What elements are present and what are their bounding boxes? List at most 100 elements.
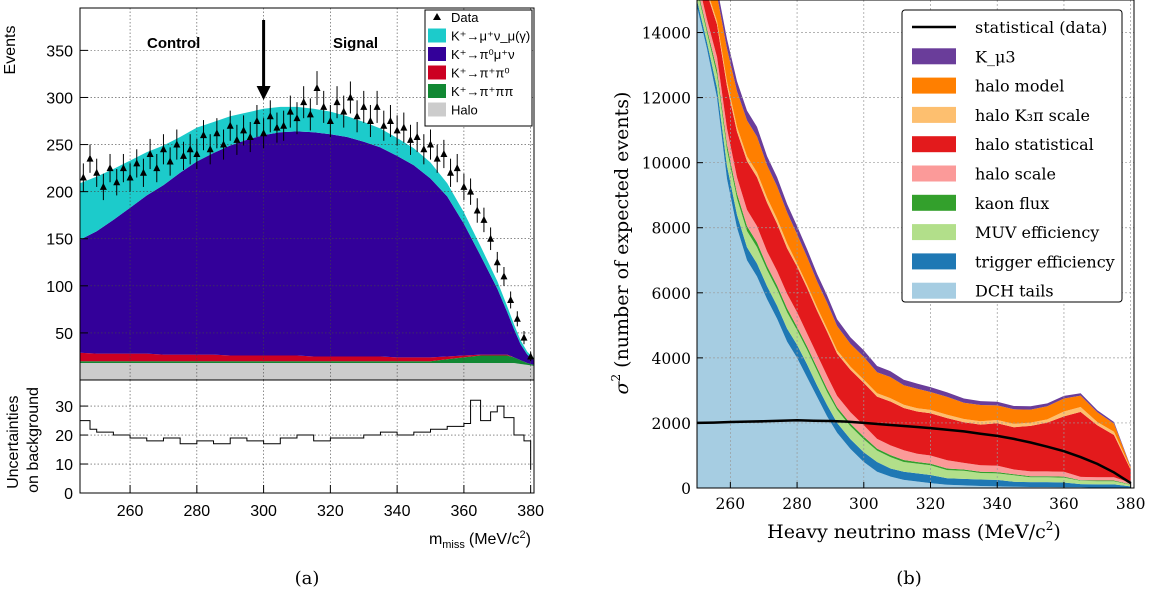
b-legend-label: halo model [975,77,1064,96]
a-data-point [493,258,501,266]
a-data-point [79,173,87,181]
b-legend-swatch [912,136,956,153]
b-ytick-label: 8000 [652,220,691,238]
a-data-point [366,117,374,125]
a-data-point [487,234,495,242]
b-y-label: σ2(number of expected events) [609,92,633,395]
a-data-point [86,154,94,162]
a-data-point [320,102,328,110]
a-data-point [213,129,221,137]
b-legend-label: K_μ3 [975,47,1016,66]
b-legend-label: halo statistical [975,135,1094,154]
a-ytick-label: 300 [46,90,73,107]
b-xtick-label: 380 [1116,495,1146,513]
b-legend-label: statistical (data) [975,18,1107,37]
a-data-point [460,182,468,190]
a-stack-k- [80,131,534,365]
a-legend-swatch [428,65,446,80]
a-control-label: Control [147,35,200,52]
b-xtick-label: 340 [982,495,1012,513]
a-data-point [200,131,208,139]
b-y-axis: 0 2000 4000 6000 8000 10000 12000 14000 [642,25,703,498]
a-bottom-grid [80,380,534,494]
a-data-point [159,145,167,153]
a-data-point [193,149,201,157]
a-legend-label: Data [451,10,479,25]
a-data-point [93,168,101,176]
a-data-point [220,140,228,148]
b-ytick-label: 14000 [642,25,691,43]
b-legend-swatch [912,106,956,123]
a-ytick-label: 100 [46,279,73,296]
a-legend-swatch [428,47,446,61]
a-top-y-axis: 50 100 150 200 250 300 350 [46,43,88,343]
a-data-point [266,112,274,120]
a-data-point [340,107,348,115]
a-data-point [300,98,308,106]
a-stack-k- [80,352,534,365]
a-ytick-label: 150 [46,232,73,249]
a-data-point [153,164,161,172]
b-legend-swatch [912,77,956,94]
a-data-point [447,168,455,176]
b-xtick-label: 280 [782,495,812,513]
a-legend-label: K⁺→μ⁺ν_μ(γ) [451,29,530,44]
a-bottom-frame [79,379,535,494]
b-xtick-label: 320 [916,495,946,513]
a-data-point [453,164,461,172]
a-data-point [413,133,421,141]
a-data-point [527,352,535,360]
a-legend-label: K⁺→π⁺ππ [451,84,513,99]
b-ytick-label: 10000 [642,155,691,173]
a-data-point [480,215,488,223]
a-data-point [520,333,528,341]
a-legend-swatch [428,84,446,98]
b-ytick-label: 0 [681,480,691,498]
a-data-point [233,135,241,143]
a-stacked-histogram [80,106,534,380]
a-ytick-label: 50 [55,326,73,343]
a-data-point [467,187,475,195]
a-data-point [273,123,281,131]
a-data-point [433,154,441,162]
a-data-point [246,133,254,141]
a-bottom-ytick-label: 0 [64,486,73,503]
a-data-point [326,117,334,125]
a-data-point [293,114,301,122]
a-data-point [333,98,341,106]
a-data-point [353,112,361,120]
a-bottom-ytick-label: 10 [55,457,73,474]
a-xtick-label: 340 [384,503,411,520]
b-ytick-label: 6000 [652,285,691,303]
a-data-point [253,117,261,125]
a-data-point [133,159,141,167]
a-bottom-y-axis: 0 10 20 30 [55,399,88,503]
a-y-label-bottom: Uncertainties on background [5,387,42,493]
a-stack-halo [80,363,534,380]
b-caption: (b) [896,568,922,589]
a-data-point [406,135,414,143]
a-data-point [186,145,194,153]
b-legend-swatch [912,224,956,241]
a-data-point [346,93,354,101]
a-xtick-label: 300 [250,503,277,520]
a-data-point [500,272,508,280]
b-area-trigger-efficiency [697,0,1131,488]
b-area-dch-tails [697,6,1131,488]
a-data-point [427,140,435,148]
a-y-label-top: Events [2,26,19,75]
b-x-axis: 260 280 300 320 340 360 380 [716,482,1146,513]
a-xtick-label: 360 [451,503,478,520]
panel-b: 0 2000 4000 6000 8000 10000 12000 14000 260 280 3… [609,0,1145,589]
a-x-label: mmiss (MeV/c2) [429,529,531,551]
a-data-point [373,102,381,110]
a-data-point [400,123,408,131]
b-ytick-label: 12000 [642,90,691,108]
a-arrow-head [256,86,271,100]
a-data-point [99,182,107,190]
a-x-axis: 260 280 300 320 340 360 380 [117,485,544,520]
a-data-point [139,168,147,176]
